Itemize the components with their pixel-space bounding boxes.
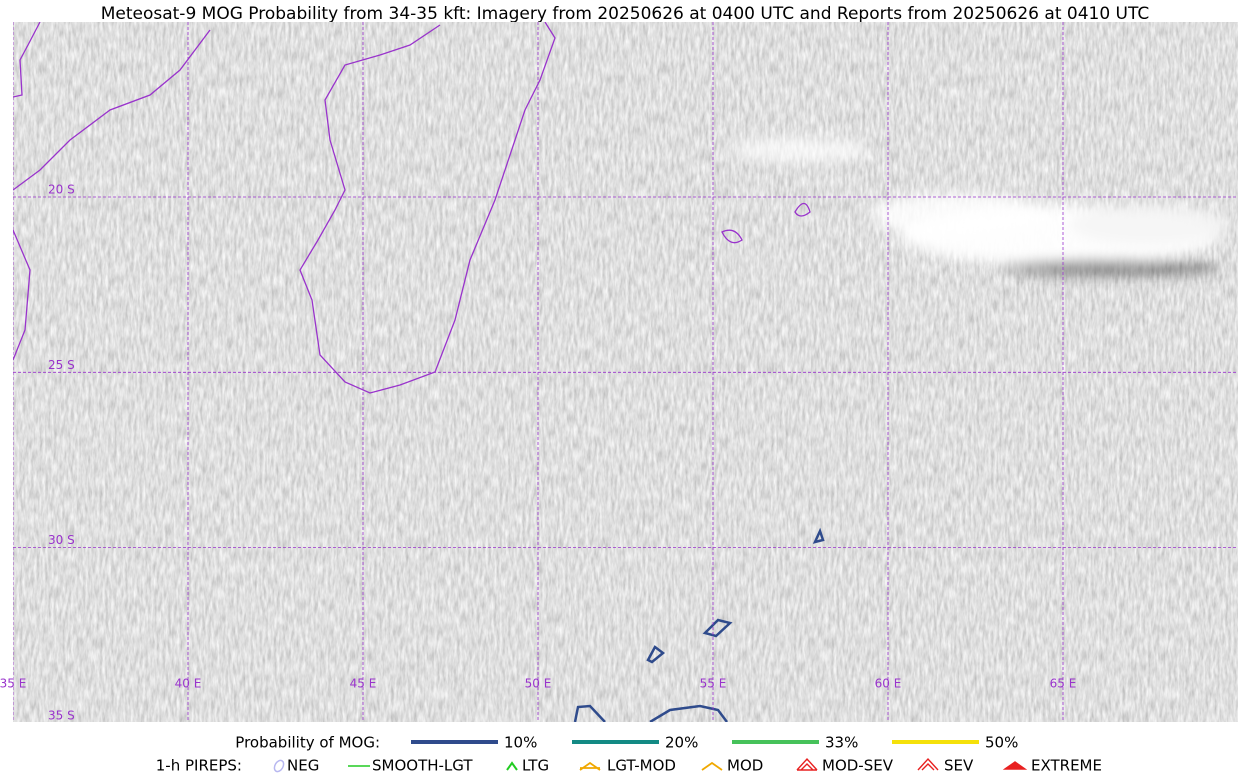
- legend-label: 50%: [985, 734, 1018, 752]
- legend-title: Probability of MOG:: [235, 734, 380, 752]
- probability-contours: [573, 527, 825, 722]
- pirep-symbol: [917, 757, 939, 771]
- pirep-symbol: [506, 761, 518, 771]
- pirep-symbol: [796, 757, 818, 771]
- lon-label: 45 E: [350, 677, 377, 691]
- legend-title: 1-h PIREPS:: [156, 757, 242, 775]
- lat-label: 35 S: [48, 708, 75, 722]
- legend-label: MOD: [727, 757, 763, 775]
- legend-label: 20%: [665, 734, 698, 752]
- pirep-symbol: [701, 761, 723, 771]
- pirep-symbol: [1002, 761, 1028, 770]
- pirep-symbol: [579, 761, 601, 771]
- legend-label: LGT-MOD: [607, 757, 676, 775]
- pirep-symbol: [273, 759, 285, 773]
- legend-label: NEG: [287, 757, 319, 775]
- lon-label: 60 E: [875, 677, 902, 691]
- graticule: [13, 22, 1238, 722]
- legend-label: SEV: [944, 757, 974, 775]
- lon-label: 65 E: [1050, 677, 1077, 691]
- legend: Probability of MOG: 10% 20% 33% 50% 1-h PIREP…: [156, 734, 1102, 775]
- legend-label: LTG: [522, 757, 549, 775]
- map: [13, 22, 1238, 722]
- graticule-labels: 35 E 40 E 45 E 50 E 55 E 60 E 65 E 20 S 25 S 30 S…: [0, 183, 1076, 723]
- lon-label: 40 E: [175, 677, 202, 691]
- lat-label: 20 S: [48, 183, 75, 197]
- legend-label: SMOOTH-LGT: [372, 757, 473, 775]
- lon-label: 55 E: [700, 677, 727, 691]
- lat-label: 25 S: [48, 358, 75, 372]
- legend-label: 33%: [825, 734, 858, 752]
- legend-label: 10%: [504, 734, 537, 752]
- coastlines: [13, 22, 811, 394]
- cloud-band: [730, 138, 1230, 276]
- legend-label: MOD-SEV: [822, 757, 894, 775]
- lon-label: 35 E: [0, 677, 26, 691]
- lat-label: 30 S: [48, 533, 75, 547]
- lon-label: 50 E: [525, 677, 552, 691]
- title: Meteosat-9 MOG Probability from 34-35 kf…: [101, 4, 1150, 24]
- legend-label: EXTREME: [1031, 757, 1102, 775]
